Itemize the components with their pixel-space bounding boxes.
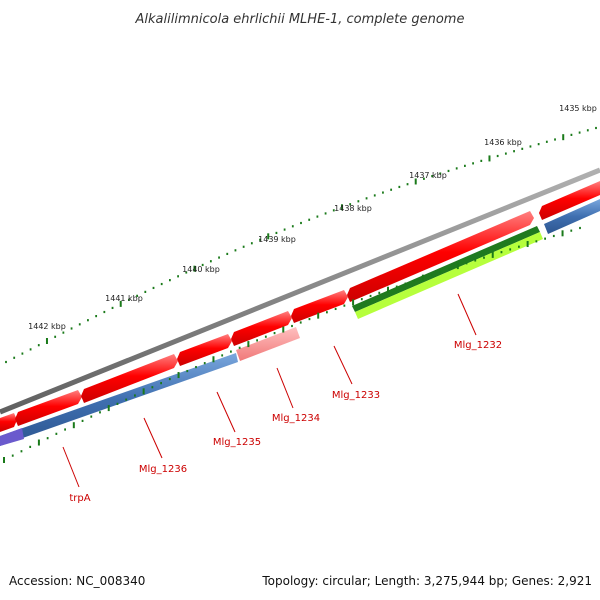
gene-label-leaders	[62, 293, 477, 488]
scale-label: 1442 kbp	[28, 322, 66, 331]
gene-label[interactable]: Mlg_1233	[332, 390, 380, 401]
scale-label: 1437 kbp	[409, 171, 447, 180]
reverse-gene-bar-start	[0, 428, 24, 446]
scale-label: 1436 kbp	[484, 138, 522, 147]
scale-label: 1440 kbp	[182, 265, 220, 274]
scale-label: 1439 kbp	[258, 235, 296, 244]
cds-arrow	[81, 354, 178, 403]
scale-label: 1441 kbp	[105, 294, 143, 303]
gene-leader-line	[333, 345, 353, 385]
gene-leader-line	[457, 293, 477, 336]
forward-strand-genes	[0, 181, 600, 432]
cds-arrow	[347, 211, 534, 302]
cds-arrow	[539, 181, 600, 220]
gene-label[interactable]: Mlg_1236	[139, 464, 187, 475]
cds-arrow	[0, 413, 17, 432]
cds-arrow	[177, 334, 232, 366]
gene-leader-line	[143, 417, 163, 459]
gene-label[interactable]: Mlg_1234	[272, 413, 320, 424]
gene-label[interactable]: trpA	[69, 493, 90, 504]
cds-arrow	[231, 311, 292, 346]
rna-dark-bar	[352, 226, 540, 312]
genome-summary-text: Topology: circular; Length: 3,275,944 bp…	[262, 574, 592, 588]
reverse-gene-bar	[544, 199, 600, 234]
cds-arrow	[291, 290, 348, 323]
gene-leader-line	[62, 446, 80, 488]
outer-scale-ticks	[5, 126, 597, 364]
scale-labels: 1435 kbp 1436 kbp 1437 kbp 1438 kbp 1439 kbp…	[28, 104, 597, 331]
gene-bar-highlight	[236, 327, 300, 361]
gene-leader-line	[276, 367, 294, 409]
cds-arrow	[15, 390, 82, 426]
scale-label: 1438 kbp	[334, 204, 372, 213]
gene-label[interactable]: Mlg_1232	[454, 340, 502, 351]
inner-scale-ticks	[3, 226, 581, 463]
gene-leader-line	[216, 391, 236, 433]
genome-backbone	[0, 167, 600, 415]
gene-label[interactable]: Mlg_1235	[213, 437, 261, 448]
rna-light-bar	[355, 232, 543, 319]
scale-label: 1435 kbp	[559, 104, 597, 113]
genome-title: Alkalilimnicola ehrlichii MLHE-1, comple…	[135, 12, 465, 27]
gene-labels: Mlg_1232 Mlg_1233 Mlg_1234 Mlg_1235 Mlg_1236…	[69, 340, 502, 504]
accession-text: Accession: NC_008340	[9, 574, 146, 588]
